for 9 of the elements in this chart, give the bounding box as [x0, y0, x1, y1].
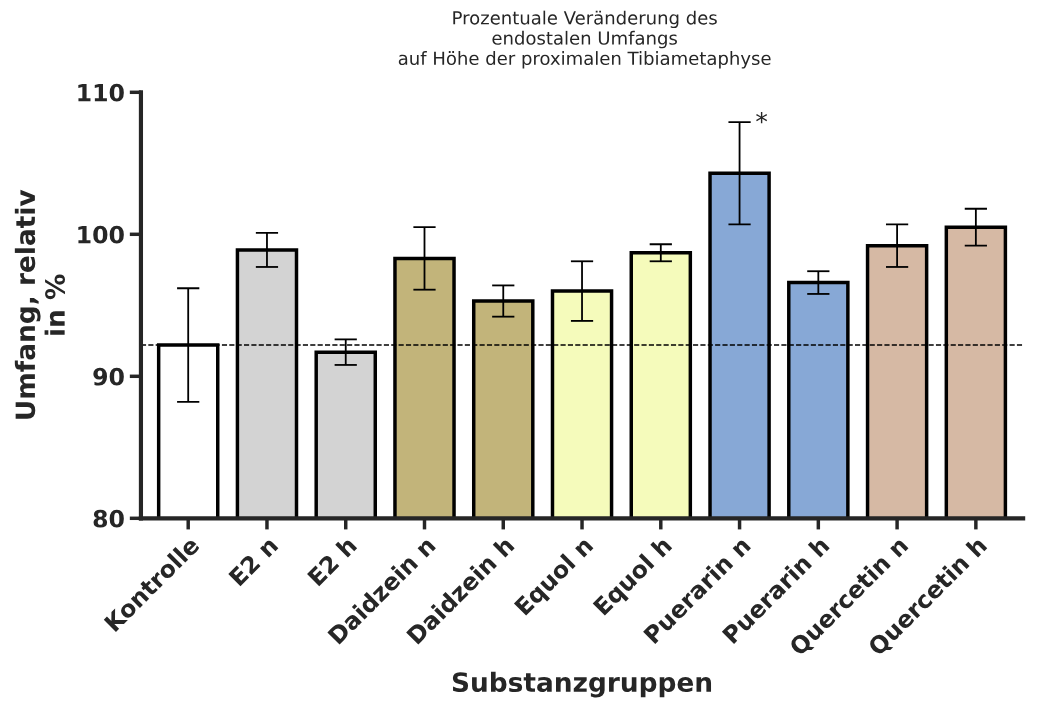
- y-tick-label: 80: [93, 509, 124, 528]
- chart-title: Prozentuale Veränderung des endostalen Umfangs auf Höhe der proximalen Tibiametaphyse: [398, 10, 771, 69]
- y-tick-label: 90: [93, 367, 124, 386]
- y-tick-label: 100: [78, 225, 124, 244]
- y-axis-title: Umfang, relativ in %: [14, 189, 66, 419]
- x-axis-title: Substanzgruppen: [452, 671, 712, 698]
- x-tick-label: E2 n: [228, 535, 279, 587]
- annotation: *: [756, 111, 768, 124]
- y-tick-label: 110: [78, 83, 124, 102]
